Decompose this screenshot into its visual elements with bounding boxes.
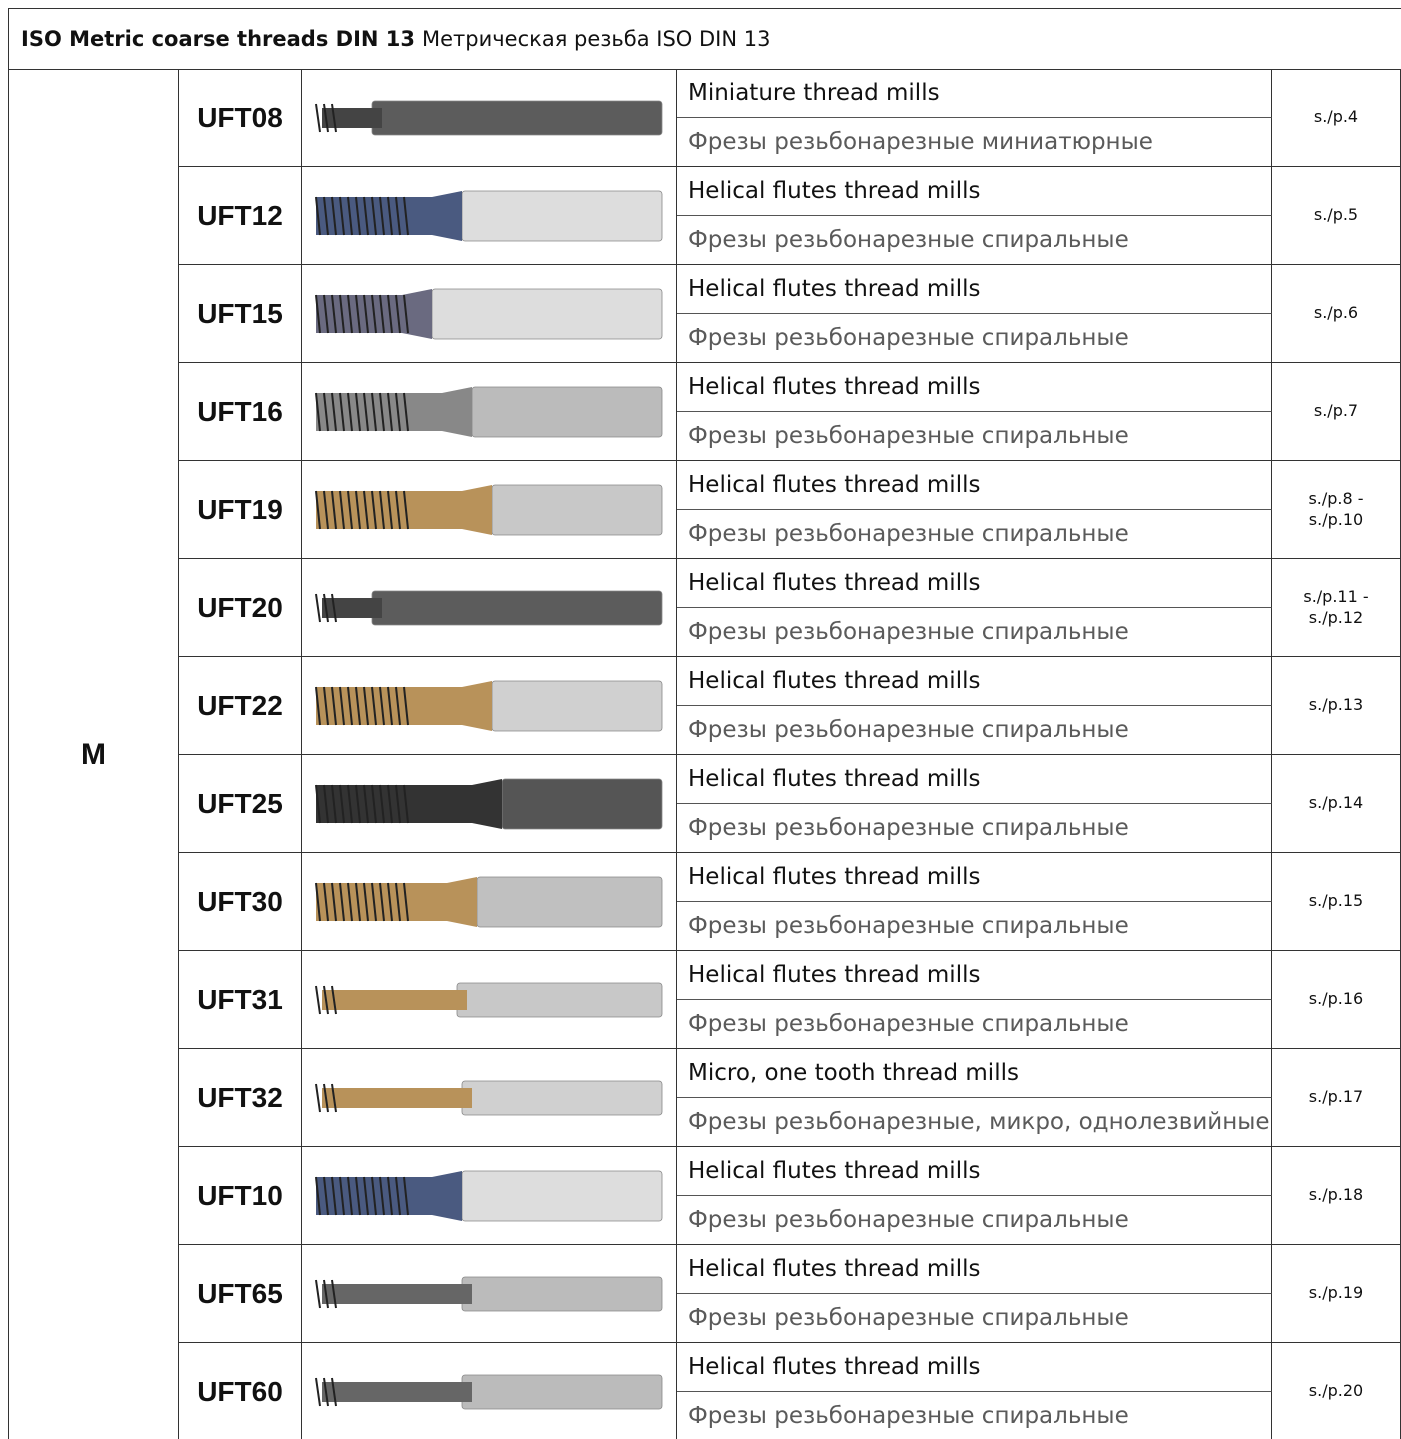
tool-image: [302, 167, 677, 265]
product-code: UFT19: [179, 461, 302, 559]
tool-image: [302, 1245, 677, 1343]
tool-image: [302, 1049, 677, 1147]
page-reference: s./p.20: [1272, 1343, 1401, 1439]
description-ru: Фрезы резьбонарезные спиральные: [677, 1392, 1272, 1439]
tool-image: [302, 559, 677, 657]
description-en: Helical flutes thread mills: [677, 657, 1272, 706]
tool-image: [302, 951, 677, 1049]
description-ru: Фрезы резьбонарезные спиральные: [677, 1196, 1272, 1245]
description-en: Helical flutes thread mills: [677, 363, 1272, 412]
tool-drawing: [315, 288, 663, 339]
tool-image: [302, 461, 677, 559]
description-en: Helical flutes thread mills: [677, 1343, 1272, 1392]
description-ru: Фрезы резьбонарезные спиральные: [677, 608, 1272, 657]
tool-drawing: [315, 1276, 663, 1311]
description-en: Helical flutes thread mills: [677, 167, 1272, 216]
header-title-bold: ISO Metric coarse threads DIN 13: [21, 27, 416, 51]
tool-image: [302, 1343, 677, 1439]
description-ru: Фрезы резьбонарезные спиральные: [677, 706, 1272, 755]
tool-image: [302, 657, 677, 755]
description-en: Helical flutes thread mills: [677, 853, 1272, 902]
description-ru: Фрезы резьбонарезные миниатюрные: [677, 118, 1272, 167]
page-reference: s./p.7: [1272, 363, 1401, 461]
description-ru: Фрезы резьбонарезные спиральные: [677, 412, 1272, 461]
group-label: M: [8, 69, 179, 1439]
description-en: Helical flutes thread mills: [677, 951, 1272, 1000]
tool-drawing: [315, 778, 663, 829]
page-reference: s./p.18: [1272, 1147, 1401, 1245]
page-reference: s./p.11 - s./p.12: [1272, 559, 1401, 657]
tool-drawing: [315, 386, 663, 437]
tool-drawing: [315, 1374, 663, 1409]
description-en: Helical flutes thread mills: [677, 1245, 1272, 1294]
description-ru: Фрезы резьбонарезные, микро, однолезвийн…: [677, 1098, 1272, 1147]
tool-drawing: [315, 982, 663, 1017]
product-code: UFT15: [179, 265, 302, 363]
page-reference: s./p.5: [1272, 167, 1401, 265]
page-reference: s./p.19: [1272, 1245, 1401, 1343]
product-code: UFT31: [179, 951, 302, 1049]
description-en: Miniature thread mills: [677, 69, 1272, 118]
product-code: UFT16: [179, 363, 302, 461]
tool-image: [302, 1147, 677, 1245]
product-code: UFT20: [179, 559, 302, 657]
page-reference: s./p.4: [1272, 69, 1401, 167]
product-code: UFT65: [179, 1245, 302, 1343]
product-code: UFT25: [179, 755, 302, 853]
description-en: Helical flutes thread mills: [677, 265, 1272, 314]
page-reference: s./p.15: [1272, 853, 1401, 951]
tool-drawing: [315, 100, 663, 135]
page-reference: s./p.16: [1272, 951, 1401, 1049]
page-reference: s./p.6: [1272, 265, 1401, 363]
tool-image: [302, 69, 677, 167]
tool-drawing: [315, 876, 663, 927]
page-reference: s./p.13: [1272, 657, 1401, 755]
description-en: Helical flutes thread mills: [677, 559, 1272, 608]
description-ru: Фрезы резьбонарезные спиральные: [677, 510, 1272, 559]
product-code: UFT12: [179, 167, 302, 265]
description-en: Helical flutes thread mills: [677, 755, 1272, 804]
product-code: UFT10: [179, 1147, 302, 1245]
description-ru: Фрезы резьбонарезные спиральные: [677, 216, 1272, 265]
tool-drawing: [315, 1170, 663, 1221]
header-title: Метрическая резьба ISO DIN 13: [422, 27, 771, 51]
page-reference: s./p.8 - s./p.10: [1272, 461, 1401, 559]
tool-image: [302, 363, 677, 461]
product-code: UFT08: [179, 69, 302, 167]
tool-image: [302, 853, 677, 951]
description-ru: Фрезы резьбонарезные спиральные: [677, 804, 1272, 853]
tool-drawing: [315, 590, 663, 625]
tool-drawing: [315, 190, 663, 241]
description-en: Helical flutes thread mills: [677, 461, 1272, 510]
tool-drawing: [315, 680, 663, 731]
product-code: UFT60: [179, 1343, 302, 1439]
page-reference: s./p.17: [1272, 1049, 1401, 1147]
description-ru: Фрезы резьбонарезные спиральные: [677, 1294, 1272, 1343]
header: ISO Metric coarse threads DIN 13 Метриче…: [8, 8, 1401, 70]
description-ru: Фрезы резьбонарезные спиральные: [677, 1000, 1272, 1049]
description-en: Micro, one tooth thread mills: [677, 1049, 1272, 1098]
tool-drawing: [315, 484, 663, 535]
description-en: Helical flutes thread mills: [677, 1147, 1272, 1196]
tool-image: [302, 755, 677, 853]
page-reference: s./p.14: [1272, 755, 1401, 853]
product-code: UFT22: [179, 657, 302, 755]
description-ru: Фрезы резьбонарезные спиральные: [677, 902, 1272, 951]
product-code: UFT30: [179, 853, 302, 951]
product-code: UFT32: [179, 1049, 302, 1147]
tool-drawing: [315, 1080, 663, 1115]
description-ru: Фрезы резьбонарезные спиральные: [677, 314, 1272, 363]
tool-image: [302, 265, 677, 363]
